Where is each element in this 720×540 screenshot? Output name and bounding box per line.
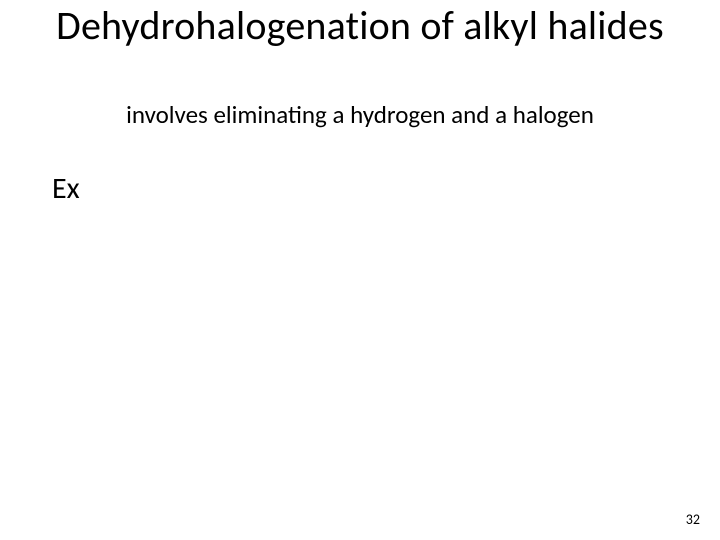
slide-title: Dehydrohalogenation of alkyl halides	[0, 4, 720, 48]
example-label: Ex	[52, 170, 80, 207]
page-number: 32	[686, 511, 700, 528]
slide-subtitle: involves eliminating a hydrogen and a ha…	[0, 100, 720, 130]
slide: Dehydrohalogenation of alkyl halides inv…	[0, 0, 720, 540]
